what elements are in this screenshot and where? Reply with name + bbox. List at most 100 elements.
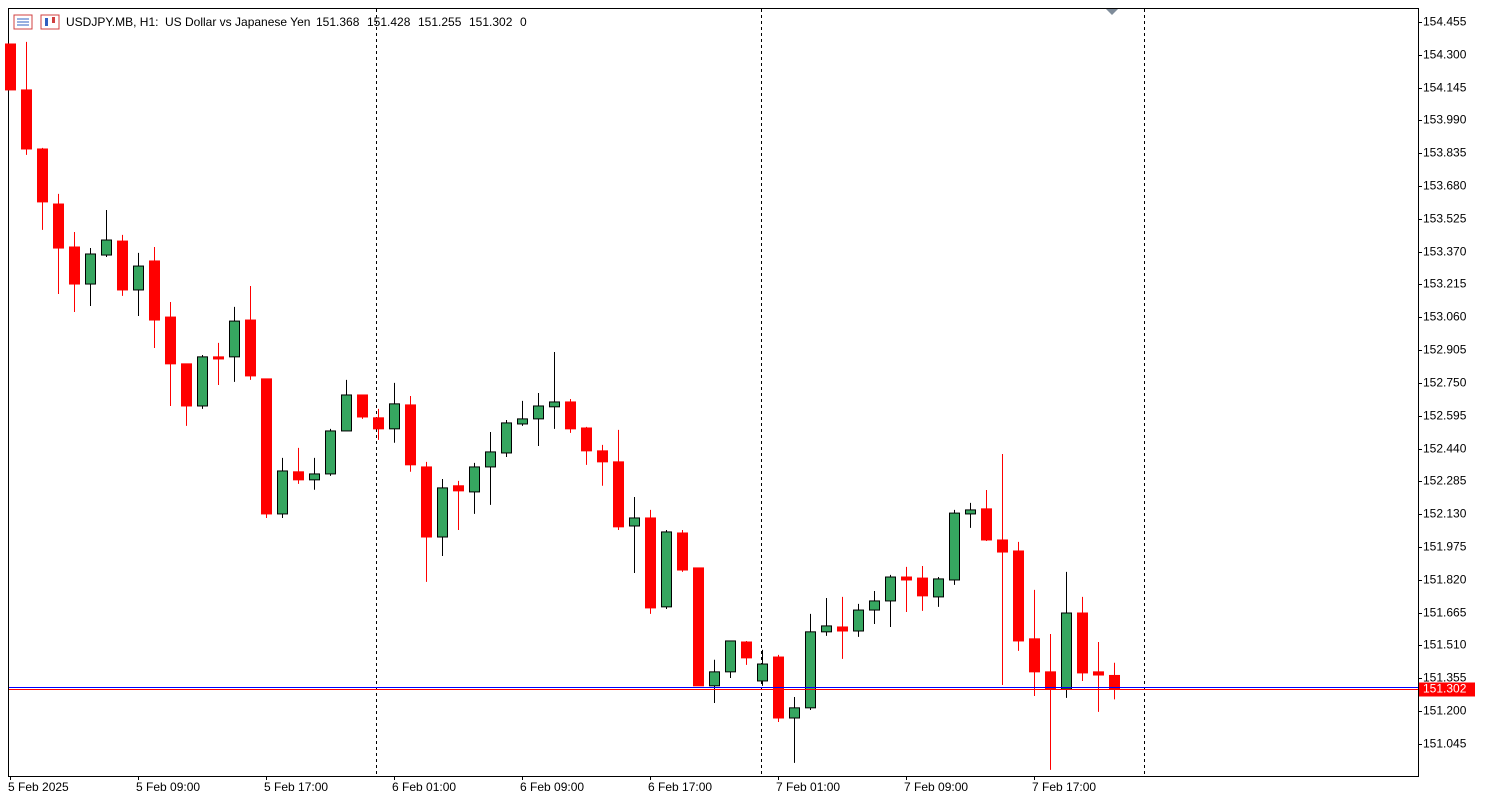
candle-body — [901, 576, 912, 581]
candle-body — [517, 418, 528, 425]
header-value: 0 — [520, 15, 527, 29]
candle-body — [613, 461, 624, 528]
candle-body — [197, 356, 208, 407]
candle-body — [149, 260, 160, 321]
y-tick-label: 154.455 — [1423, 15, 1467, 29]
candle-body — [453, 485, 464, 492]
candle-body — [485, 451, 496, 468]
candle-body — [37, 148, 48, 203]
y-tick-label: 152.285 — [1423, 474, 1467, 488]
y-tick-label: 152.440 — [1423, 442, 1467, 456]
candle-body — [645, 517, 656, 609]
candle-body — [1045, 671, 1056, 690]
x-tick-label: 7 Feb 01:00 — [776, 780, 840, 794]
candle-body — [117, 240, 128, 291]
icon-bar — [52, 17, 55, 23]
candle-body — [325, 430, 336, 475]
y-tick-label: 154.145 — [1423, 81, 1467, 95]
chart-icon[interactable] — [40, 14, 60, 30]
candle-body — [469, 466, 480, 493]
candle-body — [853, 609, 864, 632]
icon-bar — [45, 18, 48, 26]
candle-body — [677, 532, 688, 571]
y-tick-label: 152.595 — [1423, 409, 1467, 423]
candle-body — [245, 319, 256, 377]
candle-body — [341, 394, 352, 432]
y-tick-label: 151.355 — [1423, 671, 1467, 685]
candle-body — [1013, 550, 1024, 642]
candle-body — [693, 567, 704, 687]
toolbar-icons — [13, 14, 60, 30]
y-tick-label: 153.370 — [1423, 245, 1467, 259]
header-value: 151.302 — [469, 15, 513, 29]
x-tick-label: 6 Feb 01:00 — [392, 780, 456, 794]
candle-body — [933, 578, 944, 598]
y-tick-label: 154.300 — [1423, 48, 1467, 62]
candle-body — [389, 403, 400, 430]
candle-body — [757, 663, 768, 682]
candle-body — [997, 539, 1008, 553]
candle-body — [293, 471, 304, 481]
candle-body — [549, 401, 560, 408]
y-tick-label: 151.665 — [1423, 606, 1467, 620]
price-label: 151.302 — [1423, 682, 1467, 696]
x-tick-label: 6 Feb 17:00 — [648, 780, 712, 794]
candle-body — [5, 43, 16, 91]
candle-body — [213, 356, 224, 360]
candle-body — [629, 517, 640, 527]
candle-body — [661, 531, 672, 608]
plot-frame — [8, 8, 1419, 777]
candle-body — [261, 378, 272, 515]
x-tick-label: 7 Feb 17:00 — [1032, 780, 1096, 794]
x-tick-label: 5 Feb 2025 — [8, 780, 69, 794]
candle-body — [85, 253, 96, 285]
y-tick-label: 153.835 — [1423, 146, 1467, 160]
candle-body — [789, 707, 800, 719]
y-tick-label: 153.215 — [1423, 277, 1467, 291]
candle-body — [309, 473, 320, 481]
candle-body — [501, 422, 512, 454]
y-tick-label: 151.510 — [1423, 638, 1467, 652]
shift-marker[interactable] — [1106, 9, 1118, 15]
y-tick-label: 151.045 — [1423, 737, 1467, 751]
candle-body — [229, 320, 240, 358]
candle-body — [53, 203, 64, 249]
candle-body — [405, 404, 416, 466]
y-tick-label: 153.990 — [1423, 113, 1467, 127]
candle-body — [981, 508, 992, 541]
candle-body — [821, 625, 832, 633]
candle-body — [357, 394, 368, 418]
candle-body — [21, 89, 32, 150]
header-value: 151.428 — [367, 15, 411, 29]
candle-body — [725, 640, 736, 673]
y-tick-label: 152.750 — [1423, 376, 1467, 390]
candle-body — [917, 577, 928, 597]
x-tick-label: 5 Feb 09:00 — [136, 780, 200, 794]
x-tick-label: 6 Feb 09:00 — [520, 780, 584, 794]
candle-body — [69, 246, 80, 285]
candle-body — [277, 470, 288, 515]
candle-body — [133, 265, 144, 291]
candle-body — [709, 671, 720, 687]
candle-body — [805, 631, 816, 709]
candle-body — [565, 401, 576, 430]
candle-body — [373, 417, 384, 430]
candle-body — [437, 487, 448, 538]
candle-body — [533, 405, 544, 420]
candle-body — [837, 626, 848, 632]
y-tick-label: 151.820 — [1423, 573, 1467, 587]
candle-body — [869, 600, 880, 611]
symbol: USDJPY.MB, H1: — [66, 15, 158, 29]
candle-body — [949, 512, 960, 581]
y-tick-label: 152.130 — [1423, 507, 1467, 521]
candle-body — [421, 466, 432, 538]
x-tick-label: 5 Feb 17:00 — [264, 780, 328, 794]
x-tick-label: 7 Feb 09:00 — [904, 780, 968, 794]
header-value: 151.368 — [316, 15, 360, 29]
candle-body — [1093, 671, 1104, 676]
candle-body — [581, 427, 592, 452]
candle-body — [1077, 612, 1088, 674]
header-value: 151.255 — [418, 15, 462, 29]
